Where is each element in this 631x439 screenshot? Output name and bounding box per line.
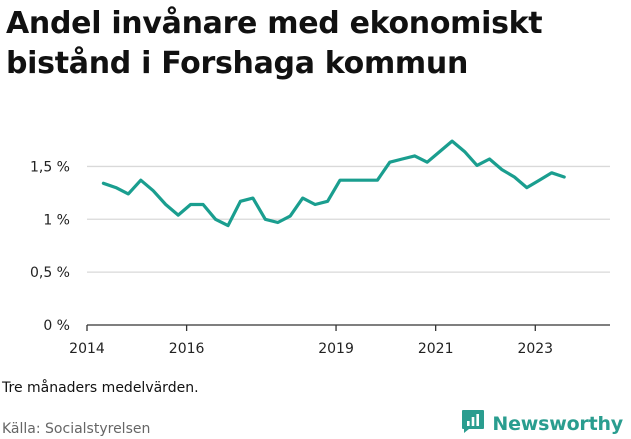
brand-logo: Newsworthy — [460, 408, 623, 439]
x-tick-label: 2014 — [69, 341, 105, 357]
source-label: Källa: Socialstyrelsen — [2, 421, 151, 437]
series-line — [101, 139, 566, 228]
x-tick-label: 2019 — [318, 341, 354, 357]
x-tick-label: 2016 — [169, 341, 205, 357]
brand-name: Newsworthy — [492, 412, 623, 435]
gridlines — [87, 165, 610, 273]
data-series — [101, 139, 566, 228]
x-axis: 2014 2016 2019 2021 2023 — [69, 324, 610, 357]
chart-title: Andel invånare med ekonomiskt bistånd i … — [6, 6, 543, 81]
y-axis-tick-labels: 0 % 0,5 % 1 % 1,5 % — [30, 159, 70, 334]
x-tick-label: 2023 — [517, 341, 553, 357]
newsworthy-logo-icon — [460, 408, 486, 439]
y-tick-label: 0,5 % — [30, 265, 70, 281]
x-tick-label: 2021 — [418, 341, 454, 357]
y-tick-label: 1 % — [43, 212, 70, 228]
y-tick-label: 0 % — [43, 318, 70, 334]
y-tick-label: 1,5 % — [30, 159, 70, 175]
chart-footnote: Tre månaders medelvärden. — [2, 380, 199, 396]
